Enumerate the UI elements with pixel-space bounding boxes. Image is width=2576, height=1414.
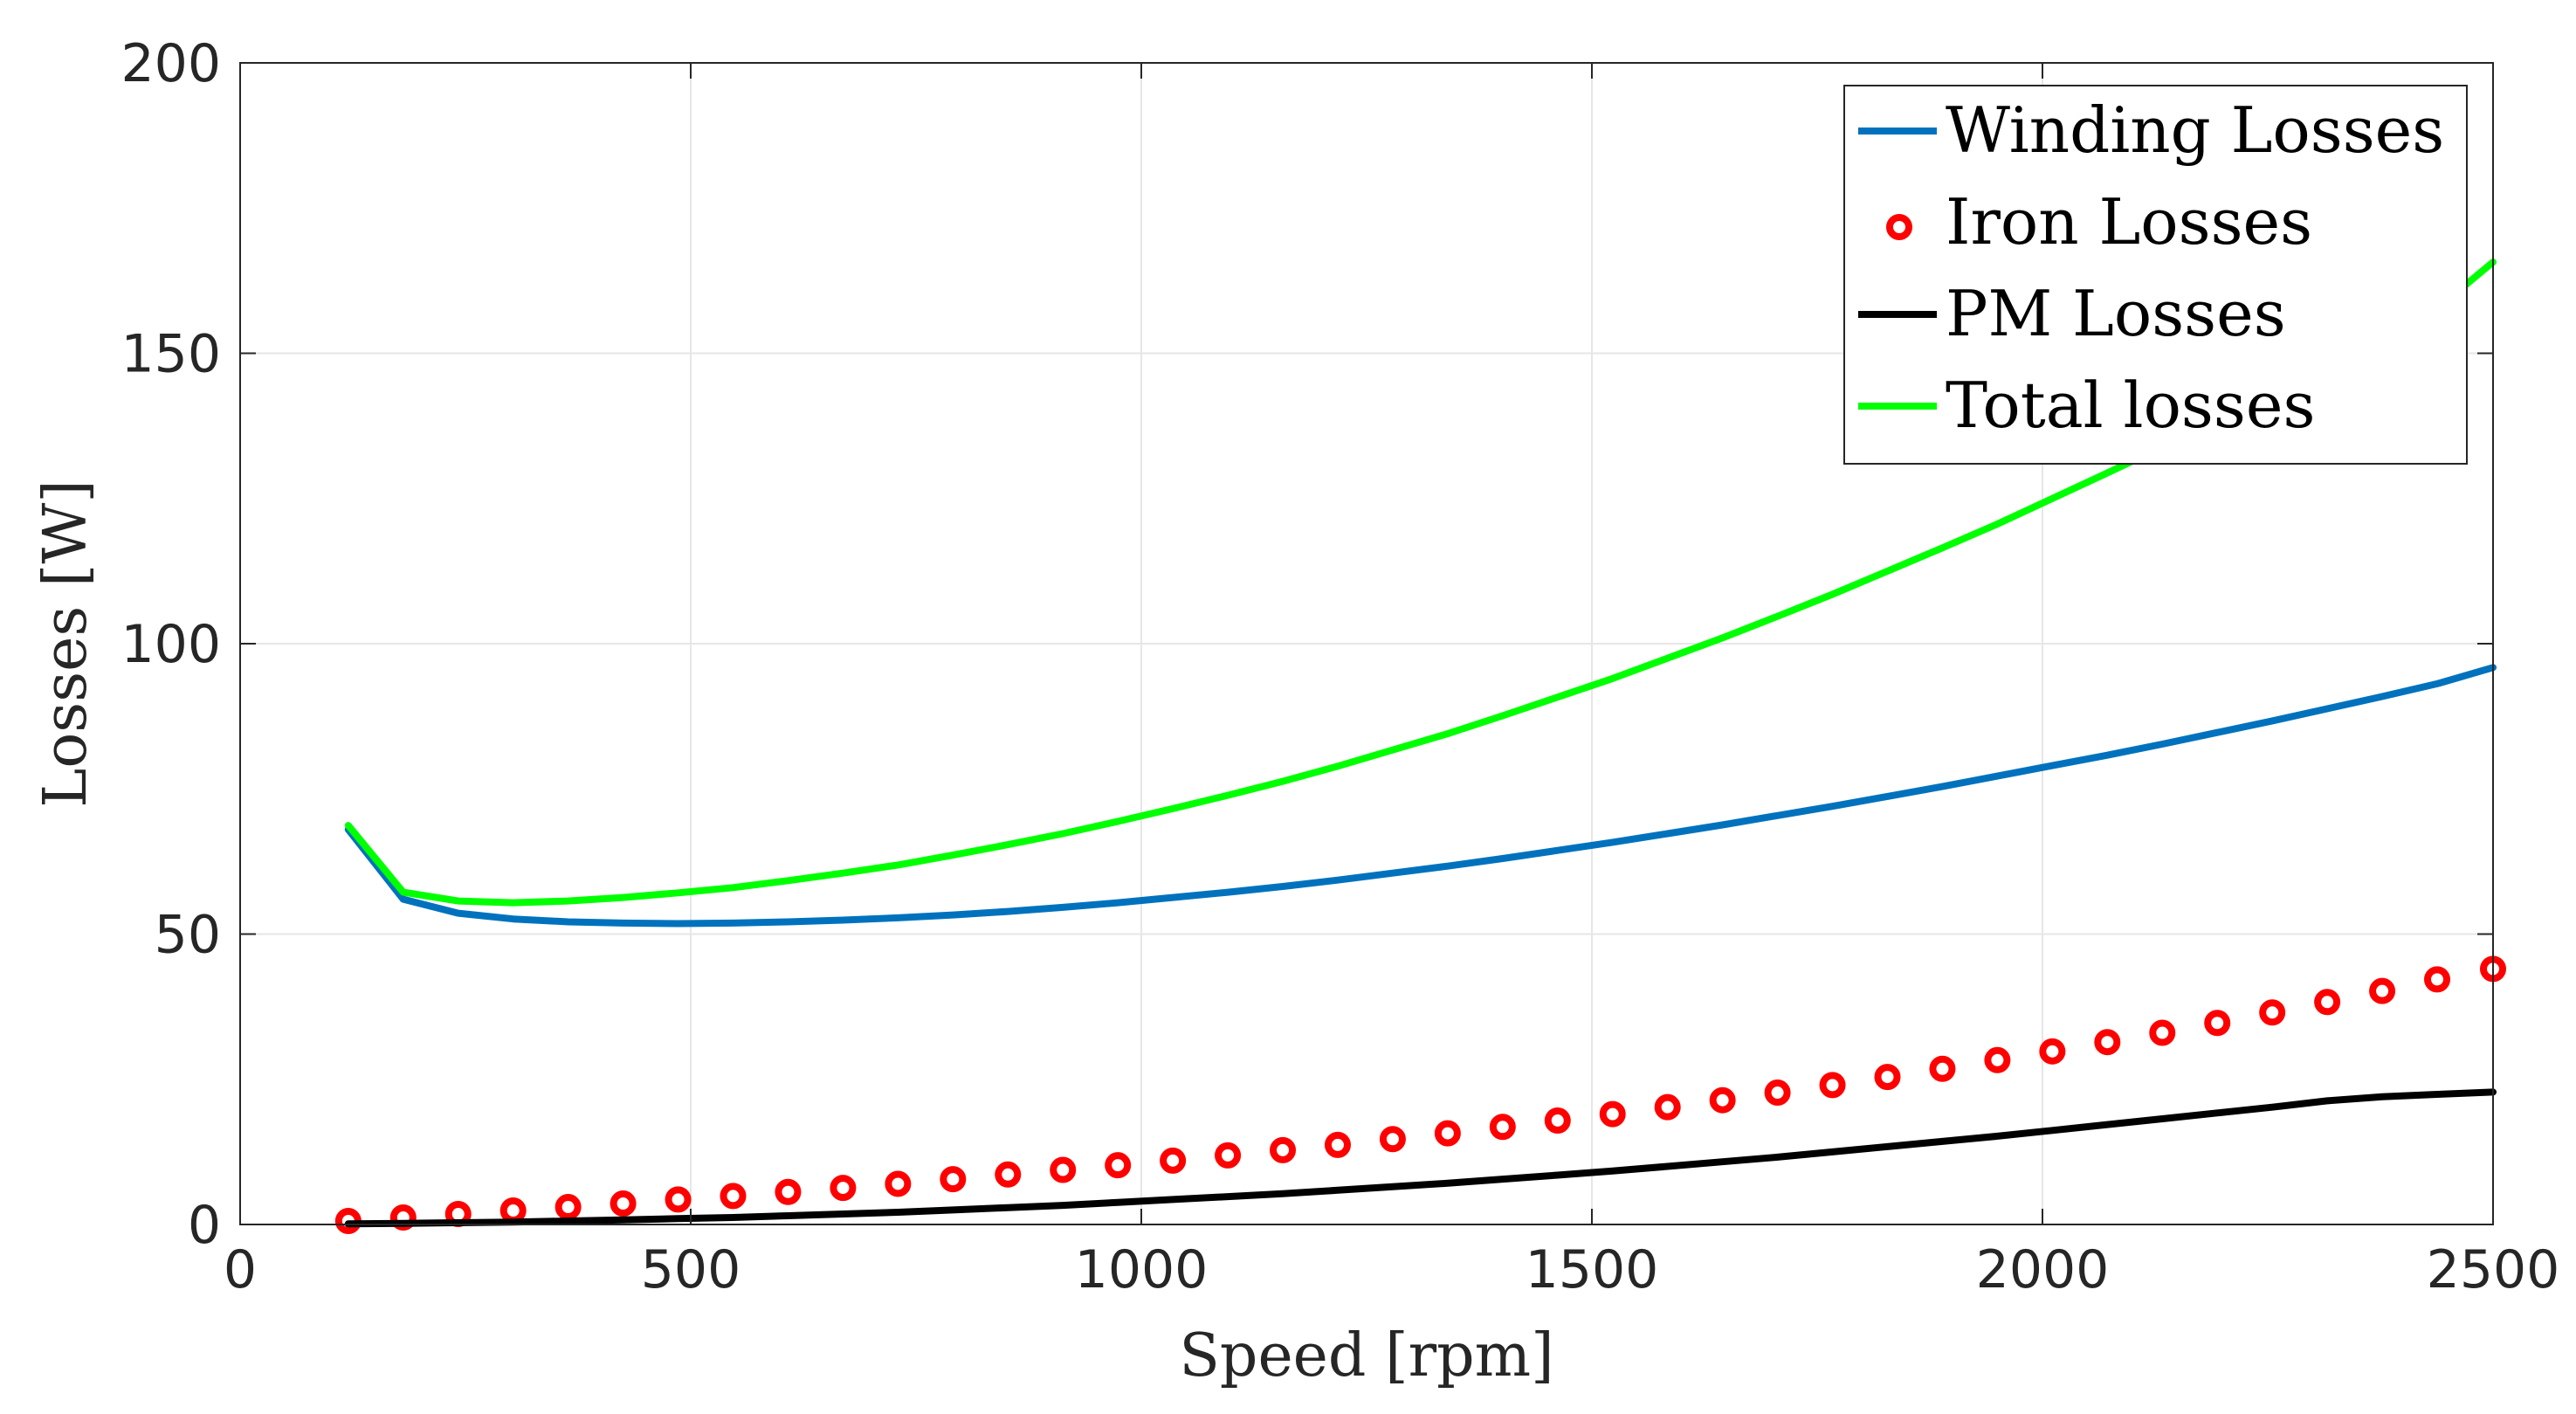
legend-label: Total losses [1946, 369, 2315, 442]
iron-losses-marker [665, 1186, 692, 1213]
legend-marker [1886, 214, 1912, 240]
iron-losses-marker [1324, 1131, 1351, 1158]
y-tick-label: 50 [155, 905, 221, 966]
iron-losses-marker [2094, 1029, 2121, 1056]
iron-losses-marker [2424, 966, 2451, 993]
series-iron-losses [334, 955, 2506, 1235]
iron-losses-marker [885, 1170, 912, 1197]
legend-item-total-losses: Total losses [1858, 369, 2315, 442]
iron-losses-marker [775, 1178, 802, 1205]
y-tick-label: 150 [121, 324, 221, 385]
axis-ticks: 0 500 1000 1500 2000 2500 0 50 100 150 200 [121, 33, 2559, 1300]
iron-losses-marker [2039, 1038, 2066, 1065]
pm-losses-line [344, 1088, 2497, 1228]
iron-losses-marker [940, 1166, 967, 1193]
series-winding-losses [344, 664, 2497, 928]
iron-losses-marker [2204, 1010, 2231, 1037]
legend-label: Winding Losses [1946, 93, 2444, 167]
iron-losses-marker [1764, 1079, 1791, 1107]
legend-item-winding-losses: Winding Losses [1858, 93, 2444, 167]
iron-losses-marker [1874, 1064, 1901, 1091]
y-tick-label: 100 [121, 614, 221, 675]
legend-item-pm-losses: PM Losses [1858, 277, 2286, 350]
x-tick-label: 0 [224, 1239, 257, 1300]
legend: Winding Losses Iron Losses PM Losses Total … [1843, 85, 2468, 465]
x-tick-label: 500 [641, 1239, 741, 1300]
iron-losses-marker [1709, 1086, 1736, 1114]
iron-losses-marker [1654, 1093, 1681, 1121]
y-axis-label: Losses [W] [31, 479, 100, 808]
iron-losses-marker [1160, 1147, 1187, 1174]
iron-losses-marker [2314, 989, 2341, 1016]
x-tick-label: 2000 [1976, 1239, 2110, 1300]
iron-losses-marker [995, 1161, 1022, 1188]
legend-box [1843, 85, 2468, 465]
iron-losses-marker [720, 1183, 747, 1210]
x-tick-label: 1000 [1075, 1239, 1209, 1300]
x-tick-label: 1500 [1526, 1239, 1659, 1300]
iron-losses-marker [1929, 1055, 1956, 1082]
legend-items: Winding Losses Iron Losses PM Losses Total … [1858, 93, 2444, 442]
iron-losses-marker [1270, 1136, 1297, 1163]
iron-losses-marker [830, 1175, 857, 1202]
legend-item-iron-losses: Iron Losses [1886, 185, 2312, 259]
y-tick-label: 200 [121, 33, 221, 94]
iron-losses-marker [1819, 1072, 1846, 1099]
iron-losses-marker [389, 1204, 417, 1231]
iron-losses-marker [1599, 1100, 1626, 1128]
iron-losses-marker [1434, 1120, 1461, 1147]
legend-label: Iron Losses [1946, 185, 2312, 259]
iron-losses-marker [1050, 1156, 1077, 1183]
x-axis-label: Speed [rpm] [1179, 1321, 1553, 1390]
iron-losses-marker [1105, 1152, 1132, 1179]
legend-label: PM Losses [1946, 277, 2286, 350]
series-pm-losses [344, 1088, 2497, 1228]
iron-losses-marker [610, 1190, 637, 1217]
iron-losses-marker [2259, 999, 2286, 1026]
iron-losses-marker [1215, 1142, 1242, 1169]
iron-losses-marker [2149, 1019, 2176, 1046]
x-tick-label: 2500 [2427, 1239, 2560, 1300]
y-tick-label: 0 [188, 1195, 221, 1256]
iron-losses-marker [1544, 1107, 1571, 1134]
iron-losses-marker [1379, 1126, 1406, 1153]
iron-losses-marker [2369, 977, 2396, 1004]
iron-losses-marker [554, 1194, 582, 1221]
winding-losses-line [344, 664, 2497, 928]
iron-losses-marker [1984, 1046, 2011, 1073]
iron-losses-marker [1489, 1114, 1516, 1141]
